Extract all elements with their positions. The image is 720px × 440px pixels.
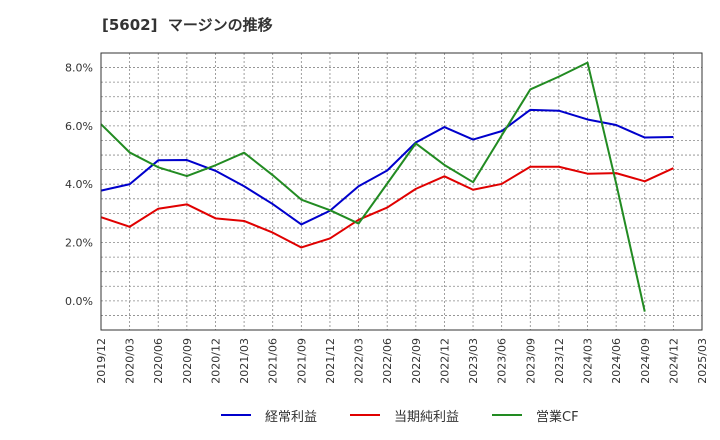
legend-label-operating-cf: 営業CF [536, 409, 579, 425]
plot-frame [100, 52, 703, 331]
legend-label-ordinary-profit: 経常利益 [265, 409, 318, 425]
series-line-operating-cf [100, 61, 646, 312]
x-tick-label: 2022/12 [438, 338, 451, 384]
y-tick-labels: 0.0% 2.0% 4.0% 6.0% 8.0% [65, 62, 93, 308]
x-tick-label: 2019/12 [95, 338, 108, 384]
legend-item-ordinary-profit: 経常利益 [221, 404, 317, 426]
series-line-ordinary-profit [100, 108, 674, 226]
x-tick-label: 2023/06 [496, 338, 509, 384]
x-tick-label: 2022/06 [381, 338, 394, 384]
legend-swatch-net-income [350, 414, 380, 416]
y-tick-label: 0.0% [65, 295, 93, 308]
y-tick-label: 2.0% [65, 237, 93, 250]
series-line-net-income [100, 165, 674, 249]
series-lines [100, 61, 674, 312]
x-tick-label: 2021/09 [295, 338, 308, 384]
x-tick-label: 2023/03 [467, 338, 480, 384]
x-tick-label: 2022/09 [410, 338, 423, 384]
x-tick-label: 2024/09 [639, 338, 652, 384]
x-tick-label: 2020/03 [124, 338, 137, 384]
legend-label-net-income: 当期純利益 [394, 409, 460, 425]
legend-swatch-ordinary-profit [221, 414, 251, 416]
legend-item-net-income: 当期純利益 [350, 404, 459, 426]
x-tick-label: 2023/09 [524, 338, 537, 384]
x-tick-labels: 2019/12 2020/03 2020/06 2020/09 2020/12 2021/… [95, 338, 709, 384]
legend-item-operating-cf: 営業CF [492, 404, 579, 426]
y-tick-label: 4.0% [65, 178, 93, 191]
x-tick-label: 2020/09 [181, 338, 194, 384]
x-tick-label: 2025/03 [696, 338, 709, 384]
legend: 経常利益 当期純利益 営業CF [0, 404, 720, 428]
y-tick-label: 8.0% [65, 62, 93, 75]
x-tick-label: 2021/03 [238, 338, 251, 384]
x-tick-label: 2023/12 [553, 338, 566, 384]
x-tick-label: 2021/12 [324, 338, 337, 384]
x-tick-label: 2020/06 [152, 338, 165, 384]
x-tick-label: 2020/12 [209, 338, 222, 384]
x-tick-label: 2021/06 [267, 338, 280, 384]
x-tick-label: 2024/06 [610, 338, 623, 384]
x-tick-label: 2024/03 [582, 338, 595, 384]
chart-title: [5602] マージンの推移 [102, 16, 273, 34]
grid-lines [100, 52, 703, 331]
x-tick-label: 2022/03 [353, 338, 366, 384]
legend-swatch-operating-cf [492, 414, 522, 416]
x-tick-label: 2024/12 [667, 338, 680, 384]
y-tick-label: 6.0% [65, 120, 93, 133]
